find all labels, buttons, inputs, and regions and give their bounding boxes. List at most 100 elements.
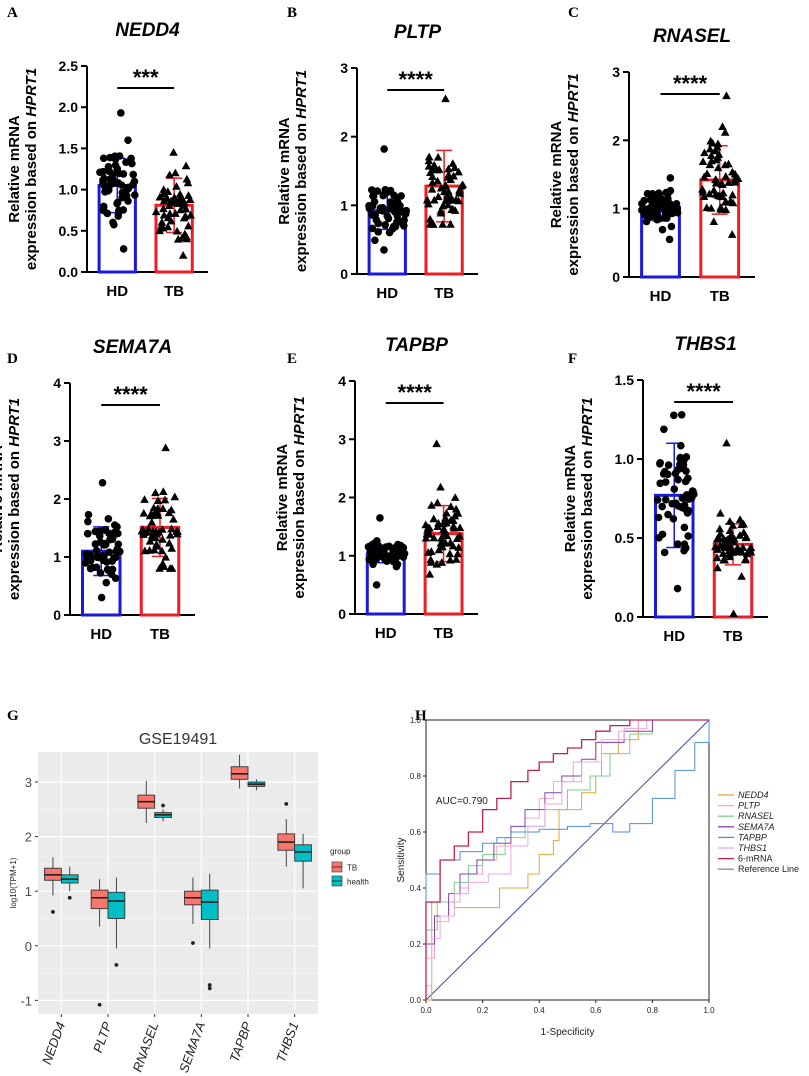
- y-tick-label: 3: [612, 64, 620, 80]
- outlier-point: [191, 941, 195, 945]
- data-point-HD: [380, 246, 388, 254]
- data-point-HD: [386, 198, 395, 206]
- box-health: [294, 844, 312, 862]
- data-point-HD: [100, 541, 108, 549]
- data-point-HD: [661, 495, 670, 504]
- y-axis-label-line1: Relative mRNA: [548, 121, 565, 229]
- x-category-label: TB: [710, 288, 730, 305]
- data-point-HD: [654, 513, 663, 522]
- data-point-HD: [81, 559, 90, 567]
- data-point-TB: [434, 165, 444, 173]
- data-point-TB: [450, 163, 459, 172]
- data-point-HD: [670, 485, 679, 493]
- x-tick-label: 0.2: [477, 1006, 489, 1015]
- data-point-HD: [374, 228, 383, 236]
- data-point-TB: [454, 167, 463, 176]
- data-point-TB: [442, 518, 451, 527]
- data-point-TB: [446, 193, 456, 202]
- x-category-label: PLTP: [90, 1020, 115, 1055]
- panel-label: G: [7, 708, 19, 724]
- data-point-TB: [165, 201, 174, 209]
- y-tick-label: 0.0: [59, 264, 79, 280]
- data-point-TB: [424, 199, 433, 208]
- data-point-HD: [116, 547, 124, 556]
- y-tick-label: 1.5: [615, 372, 635, 388]
- data-point-TB: [167, 524, 176, 533]
- data-point-TB: [171, 168, 180, 177]
- data-point-TB: [713, 563, 722, 572]
- data-point-HD: [130, 191, 139, 199]
- data-point-TB: [432, 439, 441, 448]
- significance-label: ****: [398, 380, 433, 405]
- data-point-HD: [674, 475, 682, 484]
- roc-curve-6-mRNA: [425, 719, 709, 1000]
- data-point-TB: [740, 555, 750, 564]
- y-tick-label: 0.4: [410, 884, 422, 893]
- data-point-HD: [684, 474, 692, 483]
- data-point-TB: [425, 569, 435, 578]
- data-point-TB: [718, 549, 728, 557]
- data-point-HD: [378, 207, 387, 215]
- data-point-TB: [423, 529, 432, 538]
- data-point-TB: [425, 214, 435, 223]
- data-point-HD: [82, 550, 91, 558]
- x-tick-label: 0.4: [534, 1006, 546, 1015]
- legend-label: NEDD4: [738, 790, 769, 800]
- data-point-TB: [721, 197, 731, 205]
- panel-H: H0.00.00.20.20.40.40.60.60.80.81.01.01-S…: [396, 708, 799, 1038]
- y-tick-label: 1.0: [410, 716, 422, 725]
- y-tick-label: 0.8: [410, 772, 422, 781]
- data-point-HD: [658, 530, 667, 539]
- outlier-point: [67, 895, 72, 900]
- data-point-HD: [96, 569, 105, 577]
- box-health: [200, 889, 219, 921]
- data-point-TB: [430, 195, 439, 204]
- data-point-TB: [730, 169, 740, 178]
- data-point-HD: [390, 545, 399, 553]
- data-point-HD: [680, 540, 689, 549]
- data-point-HD: [673, 208, 682, 217]
- data-point-TB: [448, 516, 458, 524]
- y-axis-label-text: expression based on: [565, 122, 582, 275]
- data-point-TB: [151, 488, 160, 497]
- data-point-HD: [91, 540, 100, 548]
- y-tick-label: 0: [338, 606, 346, 622]
- y-axis-label-reference-gene: HPRT1: [6, 398, 23, 447]
- y-tick-label: 0.2: [410, 940, 422, 949]
- data-point-HD: [401, 210, 409, 219]
- y-axis-label-text: expression based on: [291, 445, 308, 598]
- data-point-HD: [369, 192, 378, 200]
- y-tick-label: 2: [338, 490, 346, 506]
- data-point-TB: [715, 524, 725, 533]
- data-point-TB: [434, 192, 443, 201]
- data-point-HD: [658, 225, 667, 234]
- y-tick-label: -1: [20, 993, 32, 1008]
- data-point-TB: [441, 94, 450, 103]
- auc-annotation: AUC=0.790: [436, 796, 488, 807]
- data-point-TB: [436, 538, 446, 547]
- outlier-point: [114, 962, 119, 967]
- data-point-HD: [674, 502, 683, 510]
- data-point-HD: [660, 548, 669, 557]
- y-axis-label-text: expression based on: [293, 119, 310, 272]
- data-point-TB: [160, 495, 170, 504]
- y-tick-label: 3: [53, 433, 61, 449]
- data-point-TB: [446, 220, 455, 228]
- data-point-HD: [83, 529, 92, 538]
- panel-label: D: [7, 351, 18, 367]
- panel-label: E: [287, 351, 297, 367]
- data-point-HD: [660, 213, 669, 222]
- data-point-TB: [739, 519, 748, 528]
- data-point-TB: [151, 207, 161, 216]
- data-point-HD: [673, 584, 682, 593]
- data-point-TB: [175, 193, 185, 202]
- data-point-TB: [163, 213, 173, 222]
- x-category-label: THBS1: [273, 1020, 301, 1065]
- y-axis-label-line1: Relative mRNA: [0, 445, 6, 553]
- data-point-TB: [442, 508, 451, 517]
- data-point-TB: [438, 220, 447, 228]
- data-point-TB: [725, 526, 735, 535]
- data-point-HD: [104, 186, 113, 194]
- data-point-TB: [730, 547, 740, 555]
- data-point-TB: [155, 564, 164, 572]
